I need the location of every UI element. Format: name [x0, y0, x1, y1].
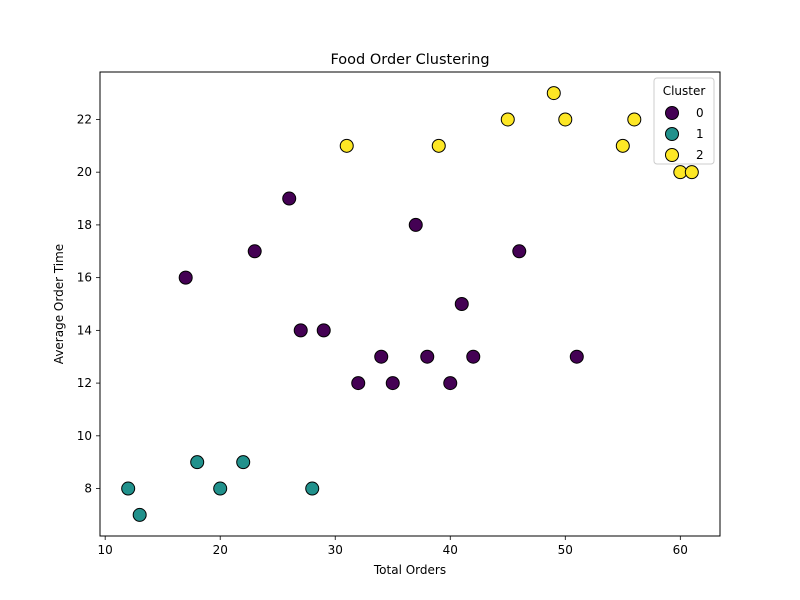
data-point-cluster-2 — [431, 138, 446, 153]
y-axis-title: Average Order Time — [52, 244, 66, 364]
legend-label-1: 1 — [696, 127, 704, 141]
data-point-cluster-2 — [684, 165, 699, 180]
x-tick-label: 10 — [98, 543, 113, 557]
y-tick-label: 18 — [77, 218, 92, 232]
data-point-cluster-0 — [374, 349, 389, 364]
x-tick-label: 60 — [673, 543, 688, 557]
data-point-cluster-0 — [316, 323, 331, 338]
data-point-cluster-0 — [420, 349, 435, 364]
plot-frame — [99, 71, 721, 537]
data-point-cluster-0 — [293, 323, 308, 338]
legend-marker-0 — [665, 106, 679, 120]
data-point-cluster-0 — [454, 297, 469, 311]
data-point-cluster-0 — [385, 376, 400, 391]
x-tick-label: 40 — [443, 543, 458, 557]
legend-label-2: 2 — [696, 148, 704, 162]
data-point-cluster-1 — [121, 481, 136, 496]
x-tick-label: 20 — [213, 543, 228, 557]
legend-marker-1 — [665, 127, 679, 141]
data-point-cluster-0 — [512, 244, 527, 259]
data-point-cluster-1 — [190, 455, 205, 470]
data-point-cluster-0 — [569, 349, 584, 364]
data-points — [121, 86, 699, 522]
data-point-cluster-1 — [213, 481, 228, 496]
y-tick-label: 20 — [77, 165, 92, 179]
data-point-cluster-1 — [132, 507, 147, 522]
data-point-cluster-0 — [247, 244, 262, 259]
legend-box — [653, 77, 715, 165]
y-tick-label: 22 — [77, 112, 92, 126]
legend-title: Cluster — [663, 84, 706, 98]
data-point-cluster-0 — [443, 376, 458, 391]
legend-label-0: 0 — [696, 106, 704, 120]
chart-title: Food Order Clustering — [330, 52, 489, 68]
x-tick-label: 50 — [558, 543, 573, 557]
legend-marker-2 — [665, 148, 679, 162]
y-tick-label: 12 — [77, 376, 92, 390]
data-point-cluster-2 — [615, 138, 630, 153]
y-tick-label: 16 — [77, 271, 92, 285]
data-point-cluster-1 — [236, 455, 251, 470]
data-point-cluster-2 — [500, 112, 515, 127]
data-point-cluster-2 — [339, 138, 354, 153]
data-point-cluster-2 — [558, 112, 573, 127]
y-tick-label: 14 — [77, 323, 92, 337]
y-tick-label: 10 — [77, 429, 92, 443]
y-tick-label: 8 — [84, 482, 92, 496]
x-axis-title: Total Orders — [373, 563, 446, 577]
data-point-cluster-0 — [408, 217, 423, 232]
data-point-cluster-2 — [627, 112, 642, 127]
data-point-cluster-1 — [305, 481, 320, 496]
data-point-cluster-2 — [546, 86, 561, 101]
data-point-cluster-0 — [178, 270, 193, 285]
data-point-cluster-0 — [282, 191, 297, 206]
data-point-cluster-0 — [351, 376, 366, 391]
x-tick-label: 30 — [328, 543, 343, 557]
data-point-cluster-0 — [466, 349, 481, 364]
legend: Cluster 0 1 2 — [653, 77, 715, 165]
